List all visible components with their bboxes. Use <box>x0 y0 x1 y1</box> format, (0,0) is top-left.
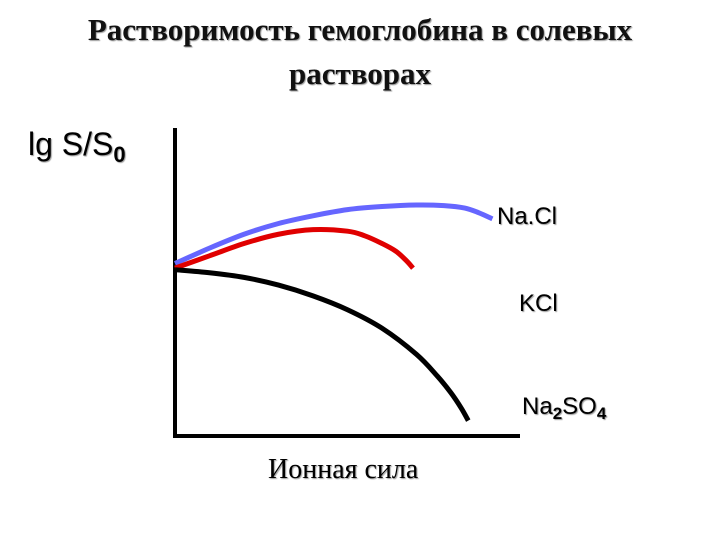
y-axis-label: lg S/S0 <box>28 126 126 168</box>
series-line-kcl <box>174 227 415 271</box>
x-axis-label: Ионная сила <box>268 454 419 485</box>
title-line-2: растворах <box>289 56 431 91</box>
title-line-1: Растворимость гемоглобина в солевых <box>87 12 633 47</box>
series-label-kcl: KCl <box>519 290 558 317</box>
y-axis-label-base: lg S/S <box>28 126 114 162</box>
y-axis-label-subscript: 0 <box>113 142 126 167</box>
series-label-nacl: Na.Cl <box>497 203 558 230</box>
series-line-nacl <box>173 202 494 266</box>
series-label-na2so4: Na2SO4 <box>522 393 607 423</box>
chart-title: Растворимость гемоглобина в солевых раст… <box>0 8 720 96</box>
series-line-na2so4 <box>174 267 471 422</box>
